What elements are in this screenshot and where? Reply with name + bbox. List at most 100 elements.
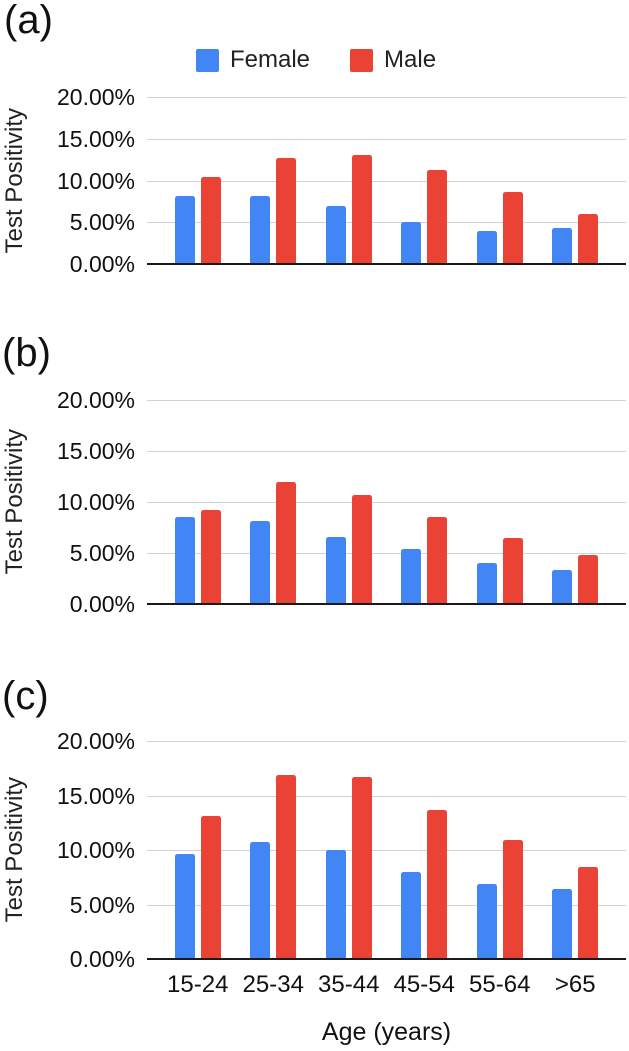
bar-female->65	[552, 570, 573, 604]
bar-group->65	[538, 400, 614, 604]
y-tick-label-20.00%: 20.00%	[56, 728, 135, 754]
bar-male-55-64	[502, 537, 523, 604]
bar-male-35-44	[351, 154, 372, 264]
bar-group-25-34	[236, 400, 312, 604]
bar-female-45-54	[401, 222, 422, 264]
x-axis-title: Age (years)	[321, 1018, 452, 1046]
bar-group-35-44	[311, 97, 387, 264]
bar-female-55-64	[476, 230, 497, 264]
bar-female-15-24	[174, 854, 195, 959]
y-tick-label-0.00%: 0.00%	[69, 251, 135, 277]
gridline-20.00%	[147, 97, 626, 98]
bar-groups	[147, 400, 626, 604]
bar-group->65	[538, 97, 614, 264]
panel-label-c: (c)	[2, 674, 49, 718]
y-axis-title-text: Test Positivity	[1, 107, 28, 254]
x-axis-line	[147, 603, 626, 605]
bar-female-15-24	[174, 196, 195, 264]
bar-male-25-34	[276, 481, 297, 604]
gridline-10.00%	[147, 502, 626, 503]
bar-group-15-24	[160, 400, 236, 604]
gridline-20.00%	[147, 400, 626, 401]
x-tick-label-15-24: 15-24	[167, 971, 229, 998]
bar-female-45-54	[401, 871, 422, 959]
gridline-15.00%	[147, 451, 626, 452]
legend-label-male: Male	[384, 46, 437, 73]
legend-item-male: Male	[350, 46, 436, 74]
x-tick-label-55-64: 55-64	[469, 971, 531, 998]
bar-group->65	[538, 741, 614, 959]
bar-group-45-54	[387, 400, 463, 604]
bar-group-25-34	[236, 97, 312, 264]
y-tick-label-20.00%: 20.00%	[56, 84, 135, 110]
bar-male-35-44	[351, 494, 372, 604]
bar-male->65	[578, 555, 599, 604]
bar-male-15-24	[200, 816, 221, 959]
bar-female-25-34	[250, 521, 271, 604]
x-tick-label->65: >65	[554, 971, 596, 998]
x-axis-tick-labels: 15-24 25-34 35-44 45-54 55-64 >65	[147, 971, 626, 999]
bar-male-15-24	[200, 510, 221, 604]
gridline-15.00%	[147, 138, 626, 140]
male-color-swatch	[350, 48, 374, 72]
bar-male-25-34	[276, 774, 297, 959]
x-tick-label-45-54: 45-54	[393, 971, 455, 998]
y-axis-title-a: Test Positivity	[0, 97, 30, 264]
bar-male-15-24	[200, 177, 221, 264]
bar-female-25-34	[250, 842, 271, 959]
legend: Female Male	[196, 46, 436, 74]
y-tick-label-10.00%: 10.00%	[56, 167, 135, 194]
panel-label-b: (b)	[2, 331, 51, 375]
bar-female-25-34	[250, 196, 271, 264]
bar-group-55-64	[462, 741, 538, 959]
bar-male-55-64	[502, 840, 523, 959]
bar-groups	[147, 741, 626, 959]
y-tick-label-5.00%: 5.00%	[69, 540, 135, 566]
gridline-15.00%	[147, 795, 626, 797]
bar-group-55-64	[462, 400, 538, 604]
legend-label-female: Female	[230, 46, 311, 73]
gridline-10.00%	[147, 850, 626, 851]
chart-panel-b: 20.00% 15.00% 10.00% 5.00% 0.00%	[57, 387, 626, 617]
x-axis-line	[147, 958, 626, 960]
y-tick-label-15.00%: 15.00%	[56, 782, 135, 809]
y-tick-label-10.00%: 10.00%	[56, 489, 135, 515]
x-tick-label-25-34: 25-34	[242, 971, 304, 998]
gridline-20.00%	[147, 741, 626, 742]
bar-female-55-64	[476, 563, 497, 604]
bar-group-45-54	[387, 97, 463, 264]
y-tick-label-20.00%: 20.00%	[56, 387, 135, 413]
y-tick-label-15.00%: 15.00%	[56, 125, 135, 152]
panel-label-a: (a)	[4, 0, 53, 42]
bar-female-45-54	[401, 548, 422, 604]
bar-group-35-44	[311, 400, 387, 604]
bar-female->65	[552, 228, 573, 264]
bar-male-45-54	[427, 517, 448, 604]
y-axis-title-b: Test Positivity	[0, 400, 30, 604]
bar-group-55-64	[462, 97, 538, 264]
bar-male->65	[578, 213, 599, 264]
bar-male-45-54	[427, 809, 448, 959]
y-axis-title-c: Test Positivity	[0, 741, 30, 959]
bar-group-15-24	[160, 97, 236, 264]
bar-group-45-54	[387, 741, 463, 959]
gridline-5.00%	[147, 904, 626, 906]
bar-female-35-44	[325, 536, 346, 604]
x-axis-line	[147, 263, 626, 265]
gridline-5.00%	[147, 222, 626, 224]
bar-group-35-44	[311, 741, 387, 959]
bar-male->65	[578, 867, 599, 959]
female-color-swatch	[196, 48, 219, 72]
bar-group-25-34	[236, 741, 312, 959]
bar-female-35-44	[325, 205, 346, 264]
bar-male-25-34	[276, 157, 297, 264]
bar-male-45-54	[427, 169, 448, 264]
gridline-5.00%	[147, 553, 626, 554]
bar-group-15-24	[160, 741, 236, 959]
x-tick-label-35-44: 35-44	[318, 971, 380, 998]
bar-male-55-64	[502, 192, 523, 264]
bar-female-15-24	[174, 517, 195, 604]
y-tick-label-5.00%: 5.00%	[69, 209, 135, 236]
gridline-10.00%	[147, 180, 626, 182]
y-tick-label-15.00%: 15.00%	[56, 438, 135, 464]
